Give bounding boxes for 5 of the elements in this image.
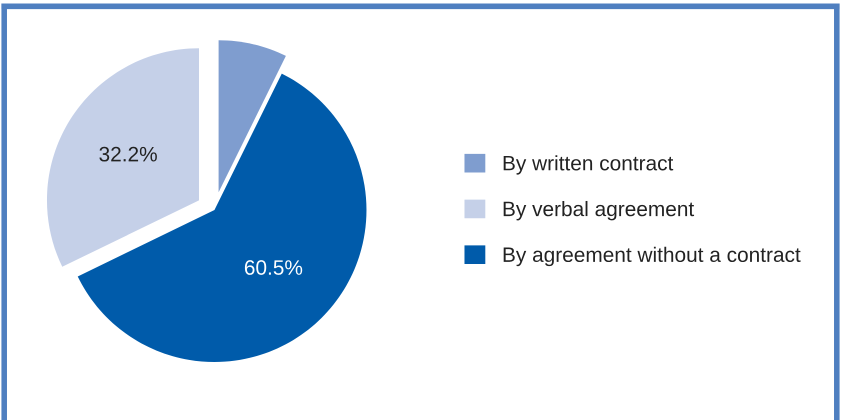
legend-label: By written contract [504, 155, 674, 175]
data-label: 32.2% [99, 146, 157, 162]
data-label: 60.5% [244, 260, 302, 275]
legend-label: By verbal agreement [504, 200, 694, 220]
legend-label: By agreement without a contract [504, 246, 801, 266]
